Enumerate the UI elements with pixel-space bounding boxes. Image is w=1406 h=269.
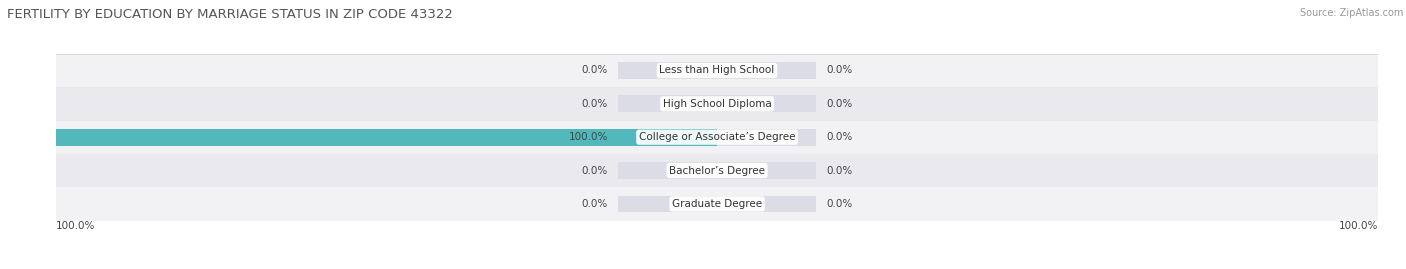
Bar (717, 129, 815, 146)
Text: 100.0%: 100.0% (1339, 221, 1378, 231)
Text: FERTILITY BY EDUCATION BY MARRIAGE STATUS IN ZIP CODE 43322: FERTILITY BY EDUCATION BY MARRIAGE STATU… (7, 8, 453, 21)
Bar (56, 121, 1378, 154)
Text: 0.0%: 0.0% (827, 99, 852, 109)
Text: 0.0%: 0.0% (582, 165, 607, 176)
Bar (56, 129, 717, 146)
Bar (717, 95, 815, 112)
Bar (56, 87, 1378, 121)
Text: 0.0%: 0.0% (582, 65, 607, 76)
Bar (56, 54, 1378, 87)
Text: 0.0%: 0.0% (582, 199, 607, 209)
Text: 100.0%: 100.0% (56, 221, 96, 231)
Text: 100.0%: 100.0% (568, 132, 607, 142)
Text: 0.0%: 0.0% (827, 165, 852, 176)
Bar (617, 95, 717, 112)
Bar (56, 154, 1378, 187)
Text: 0.0%: 0.0% (582, 99, 607, 109)
Legend: Married, Unmarried: Married, Unmarried (636, 266, 799, 269)
Text: Bachelor’s Degree: Bachelor’s Degree (669, 165, 765, 176)
Bar (617, 162, 717, 179)
Text: Less than High School: Less than High School (659, 65, 775, 76)
Text: Source: ZipAtlas.com: Source: ZipAtlas.com (1299, 8, 1403, 18)
Text: High School Diploma: High School Diploma (662, 99, 772, 109)
Text: 0.0%: 0.0% (827, 65, 852, 76)
Text: 0.0%: 0.0% (827, 199, 852, 209)
Bar (617, 196, 717, 212)
Bar (717, 196, 815, 212)
Bar (617, 62, 717, 79)
Bar (717, 162, 815, 179)
Bar (617, 129, 717, 146)
Text: College or Associate’s Degree: College or Associate’s Degree (638, 132, 796, 142)
Text: 0.0%: 0.0% (827, 132, 852, 142)
Text: Graduate Degree: Graduate Degree (672, 199, 762, 209)
Bar (717, 62, 815, 79)
Bar (56, 187, 1378, 221)
